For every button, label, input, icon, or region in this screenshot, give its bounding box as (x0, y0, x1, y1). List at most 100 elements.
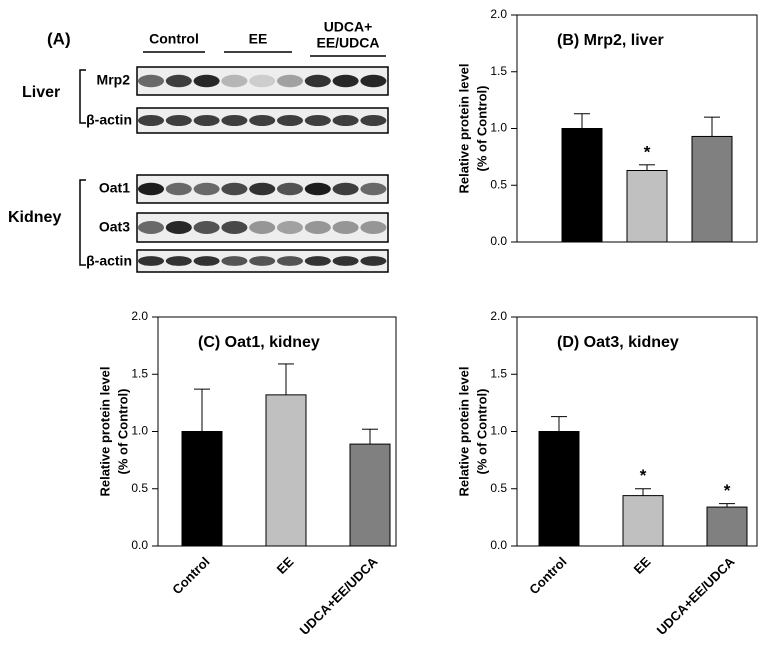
significance: * (640, 466, 647, 485)
blot-band (304, 221, 331, 234)
blot-band (304, 114, 331, 127)
blot-band (360, 182, 387, 196)
blot-band (249, 221, 276, 234)
bar (691, 135, 733, 243)
blot-band (277, 182, 303, 196)
blot-band (138, 256, 164, 266)
x-tick-label: UDCA+EE/UDCA (654, 554, 738, 638)
blot-band (304, 182, 331, 196)
y-tick-label: 1.5 (131, 366, 148, 380)
blot-band (165, 221, 192, 234)
protein-label: β-actin (86, 112, 132, 128)
blot-band (138, 182, 164, 196)
y-tick-label: 0.5 (131, 481, 148, 495)
y-axis-label: (% of Control) (115, 389, 130, 475)
x-tick-label: EE (274, 554, 297, 577)
blot-band (277, 114, 303, 127)
bar (561, 128, 603, 243)
y-axis-label: (% of Control) (474, 86, 489, 172)
blot-band (277, 221, 303, 234)
y-tick-label: 1.5 (490, 366, 507, 380)
blot-band (360, 74, 387, 88)
bar (349, 443, 391, 547)
blot-band (249, 74, 276, 88)
blot-band (277, 74, 303, 88)
blot-band (165, 114, 192, 127)
y-axis-label: Relative protein level (456, 366, 471, 496)
blot-band (165, 182, 192, 196)
tissue-label: Liver (22, 84, 60, 101)
bar (706, 506, 748, 547)
blot-band (193, 114, 220, 127)
blot-band (138, 74, 164, 88)
y-tick-label: 1.0 (490, 121, 507, 135)
bar (265, 394, 307, 547)
blot-band (138, 114, 164, 127)
protein-label: Mrp2 (97, 72, 131, 88)
group-label: Control (149, 31, 199, 47)
blot-band (193, 182, 220, 196)
y-tick-label: 0.0 (490, 538, 507, 552)
blot-band (332, 256, 359, 266)
blot-band (332, 182, 359, 196)
bar (538, 431, 580, 547)
y-tick-label: 2.0 (490, 7, 507, 21)
y-axis-label: (% of Control) (474, 389, 489, 475)
bar (626, 169, 668, 243)
panel-label: (A) (47, 29, 71, 48)
x-tick-label: Control (526, 554, 569, 597)
blot-band (193, 256, 220, 266)
blot-band (304, 74, 331, 88)
x-tick-label: UDCA+EE/UDCA (297, 554, 381, 638)
blot-band (138, 221, 164, 234)
blot-band (221, 182, 248, 196)
y-tick-label: 1.0 (131, 424, 148, 438)
blot-band (277, 256, 303, 266)
bracket (79, 69, 86, 266)
significance: * (724, 481, 731, 500)
protein-label: β-actin (86, 253, 132, 269)
blot-band (193, 221, 220, 234)
blot-band (165, 74, 192, 88)
blot-band (193, 74, 220, 88)
chart-title: (B) Mrp2, liver (557, 32, 664, 49)
y-tick-label: 1.0 (490, 424, 507, 438)
blot-band (360, 256, 387, 266)
blot-band (249, 256, 276, 266)
bar (181, 431, 223, 547)
y-tick-label: 0.0 (131, 538, 148, 552)
blot-band (249, 182, 276, 196)
y-tick-label: 0.5 (490, 177, 507, 191)
x-tick-label: EE (631, 554, 654, 577)
y-tick-label: 0.5 (490, 481, 507, 495)
blot-band (221, 74, 248, 88)
bar (622, 495, 664, 547)
y-axis-label: Relative protein level (456, 63, 471, 193)
blot-band (221, 114, 248, 127)
group-label: EE/UDCA (316, 35, 379, 51)
blot-band (332, 221, 359, 234)
blot-band (221, 256, 248, 266)
blot-band (304, 256, 331, 266)
blot-band (360, 114, 387, 127)
blot-band (332, 114, 359, 127)
y-tick-label: 2.0 (131, 309, 148, 323)
significance: * (644, 142, 651, 161)
blot-band (165, 256, 192, 266)
blot-band (332, 74, 359, 88)
protein-label: Oat1 (99, 180, 130, 196)
tissue-label: Kidney (8, 209, 61, 226)
y-tick-label: 2.0 (490, 309, 507, 323)
blot-band (249, 114, 276, 127)
blot-band (360, 221, 387, 234)
chart-title: (D) Oat3, kidney (557, 334, 679, 351)
x-tick-label: Control (169, 554, 212, 597)
y-tick-label: 1.5 (490, 64, 507, 78)
y-tick-label: 0.0 (490, 234, 507, 248)
y-axis-label: Relative protein level (97, 366, 112, 496)
blot-band (221, 221, 248, 234)
group-line (143, 51, 386, 57)
group-label: EE (249, 31, 268, 47)
chart-title: (C) Oat1, kidney (198, 334, 320, 351)
